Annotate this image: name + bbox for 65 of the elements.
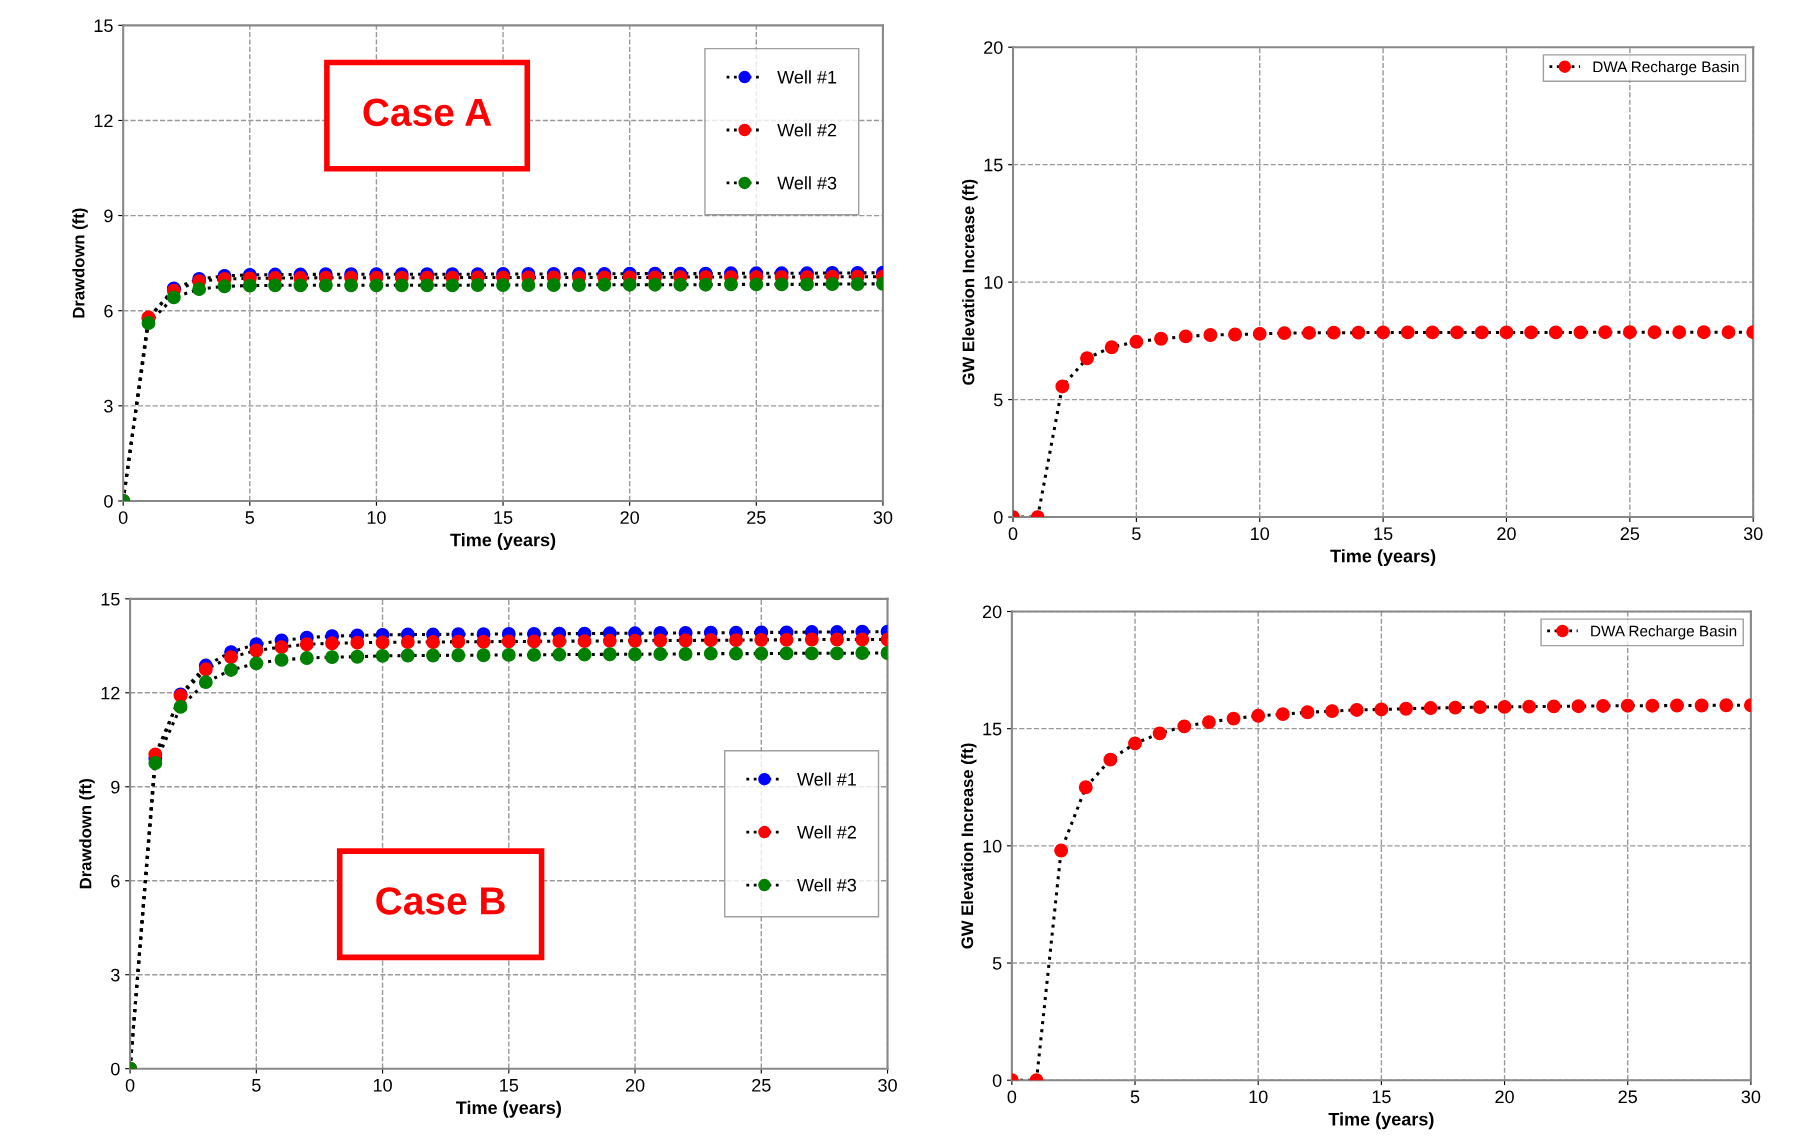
y-tick-label: 20 [982, 605, 1002, 619]
x-tick-label: 10 [1251, 527, 1270, 541]
x-tick-label: 30 [1741, 1090, 1761, 1104]
y-axis-title: GW Elevation Increase (ft) [960, 743, 977, 949]
y-axis-title: Drawdown (ft) [72, 208, 88, 318]
x-axis-title: Time (years) [450, 533, 556, 550]
legend-label: Well #3 [797, 878, 857, 892]
x-tick-label: 5 [252, 1079, 261, 1092]
annotation: Case A [363, 98, 492, 127]
x-tick-label: 5 [1132, 527, 1141, 541]
x-tick-label: 10 [1249, 1090, 1268, 1104]
x-tick-label: 0 [1007, 1090, 1017, 1104]
y-axis-title: GW Elevation Increase (ft) [962, 179, 978, 385]
x-tick-label: 25 [1620, 527, 1640, 541]
x-tick-label: 15 [494, 511, 513, 524]
y-tick-label: 15 [101, 592, 120, 606]
legend-label: Well #3 [777, 176, 837, 190]
x-tick-label: 10 [373, 1078, 392, 1092]
y-tick-label: 15 [984, 158, 1003, 172]
x-tick-label: 20 [1495, 1090, 1514, 1104]
y-tick-label: 6 [111, 874, 120, 888]
x-tick-label: 10 [367, 511, 386, 524]
x-tick-label: 25 [1618, 1090, 1638, 1104]
x-axis-title: Time (years) [1330, 549, 1436, 567]
x-tick-label: 5 [245, 511, 255, 524]
y-tick-label: 5 [992, 957, 1002, 970]
x-axis-title: Time (years) [455, 1100, 561, 1118]
y-tick-label: 9 [104, 209, 113, 223]
legend-label: Well #1 [797, 772, 856, 786]
y-tick-label: 3 [111, 968, 120, 982]
y-tick-label: 10 [983, 839, 1002, 853]
x-tick-label: 15 [1374, 527, 1393, 541]
y-tick-label: 20 [984, 41, 1003, 54]
legend-label: Well #1 [777, 70, 837, 84]
x-tick-label: 20 [625, 1078, 645, 1092]
annotation: Case B [376, 887, 505, 915]
x-tick-label: 30 [1743, 527, 1763, 541]
y-tick-label: 0 [111, 1062, 120, 1076]
y-tick-label: 5 [993, 393, 1003, 407]
x-tick-label: 5 [1130, 1090, 1140, 1104]
x-tick-label: 30 [878, 1078, 897, 1092]
x-tick-label: 30 [873, 511, 893, 524]
y-axis-title: Drawdown (ft) [79, 779, 95, 889]
legend-label: Well #2 [797, 825, 856, 839]
x-tick-label: 25 [752, 1078, 771, 1092]
x-tick-label: 20 [620, 511, 640, 524]
x-tick-label: 25 [747, 511, 766, 524]
legend-label: Well #2 [777, 123, 837, 137]
y-tick-label: 15 [983, 722, 1002, 736]
x-tick-label: 15 [1372, 1090, 1391, 1104]
x-axis-title: Time (years) [1328, 1112, 1434, 1130]
legend-label: DWA Recharge Basin [1591, 625, 1737, 640]
y-tick-label: 12 [101, 686, 120, 700]
y-tick-label: 10 [984, 276, 1003, 289]
legend-label: DWA Recharge Basin [1593, 60, 1739, 76]
x-tick-label: 20 [1497, 527, 1516, 541]
y-tick-label: 15 [94, 19, 113, 33]
x-tick-label: 0 [1008, 527, 1018, 541]
y-tick-label: 12 [94, 114, 113, 127]
y-tick-label: 3 [104, 399, 113, 413]
x-tick-label: 0 [125, 1078, 135, 1092]
y-tick-label: 0 [104, 494, 113, 508]
y-tick-label: 9 [111, 780, 120, 794]
x-tick-label: 15 [500, 1079, 519, 1092]
y-tick-label: 6 [104, 304, 113, 318]
